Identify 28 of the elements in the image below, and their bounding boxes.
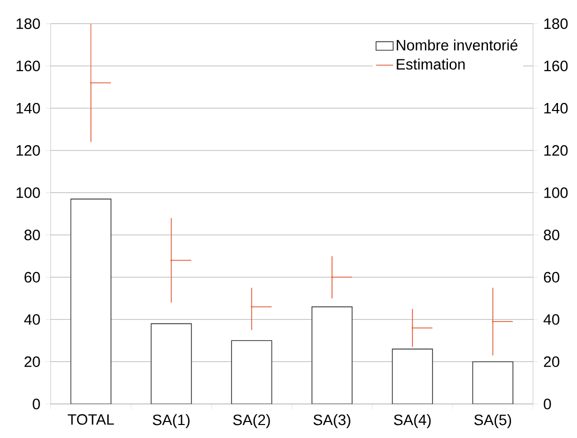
y-tick-label: 0 bbox=[32, 398, 40, 410]
y2-tick-label: 160 bbox=[544, 60, 568, 72]
y2-tick-label: 60 bbox=[544, 272, 560, 283]
y-tick-label: 20 bbox=[24, 356, 40, 368]
x-tick-label: SA(4) bbox=[394, 414, 431, 428]
y2-tick-label: 140 bbox=[544, 102, 568, 114]
y2-tick-label: 120 bbox=[544, 145, 568, 156]
x-tick-label: SA(1) bbox=[152, 414, 190, 428]
y-tick-label: 180 bbox=[16, 18, 40, 29]
y-tick-label: 120 bbox=[16, 145, 40, 156]
y2-tick-label: 80 bbox=[544, 230, 560, 240]
x-tick-label: SA(3) bbox=[314, 414, 350, 428]
y-tick-label: 40 bbox=[24, 314, 40, 325]
x-tick-label: SA(5) bbox=[474, 414, 512, 428]
y-tick-label: 60 bbox=[24, 272, 40, 283]
x-tick-label: TOTAL bbox=[68, 414, 114, 425]
y-tick-label: 80 bbox=[24, 230, 40, 240]
text: Nombre inventorié bbox=[396, 39, 518, 50]
y2-tick-label: 0 bbox=[544, 398, 551, 410]
y2-tick-label: 40 bbox=[544, 314, 560, 325]
y-tick-label: 140 bbox=[16, 102, 40, 114]
y2-tick-label: 100 bbox=[544, 187, 568, 198]
y-tick-label: 100 bbox=[16, 187, 40, 198]
y-tick-label: 160 bbox=[16, 60, 40, 72]
y2-tick-label: 180 bbox=[544, 18, 568, 29]
x-tick-label: SA(2) bbox=[233, 414, 270, 428]
y2-tick-label: 20 bbox=[544, 356, 560, 368]
legend-label: Estimation bbox=[396, 58, 465, 70]
